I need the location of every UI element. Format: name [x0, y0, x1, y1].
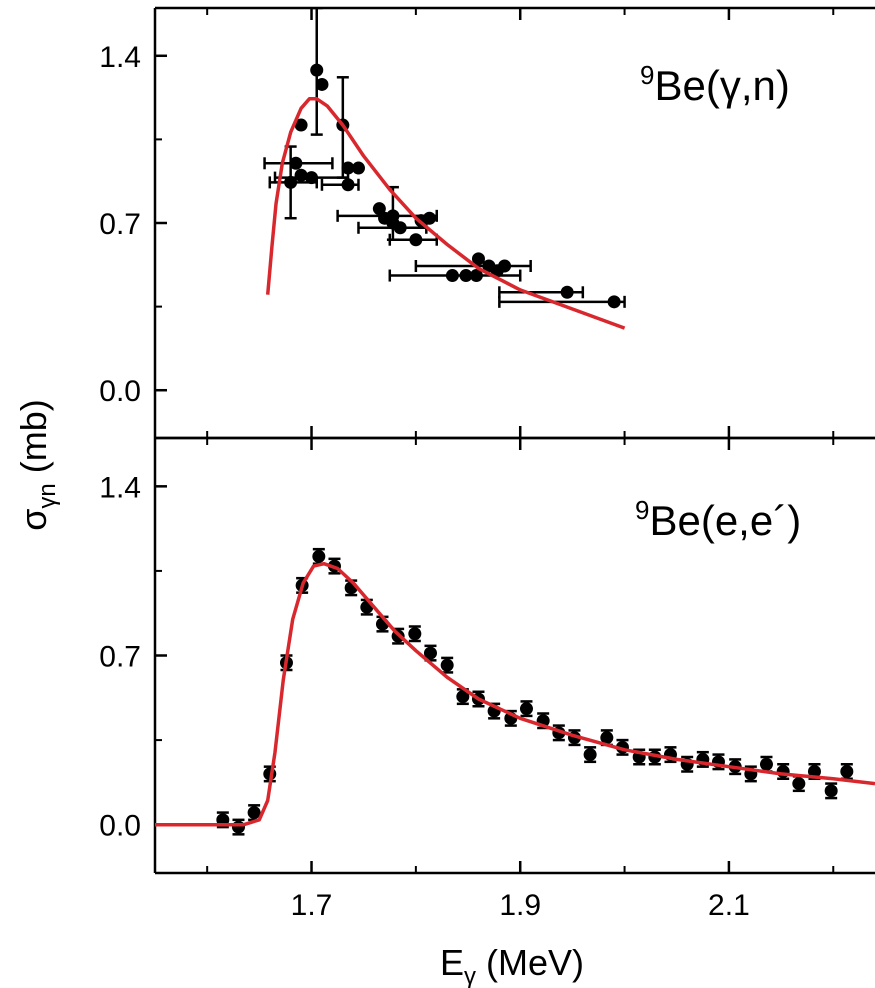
model-curve: [155, 561, 875, 827]
data-point: [471, 252, 485, 266]
data-point: [498, 259, 512, 273]
plot-area: [263, 8, 626, 330]
x-axis-title-main: E: [440, 942, 464, 983]
y-axis-title-rest: (mb): [13, 399, 54, 483]
data-point: [759, 757, 773, 771]
model-curve: [265, 97, 626, 330]
data-point: [583, 748, 597, 762]
data-point: [312, 549, 326, 563]
data-point: [422, 211, 436, 225]
data-point: [305, 171, 319, 185]
y-axis-title-main: σ: [13, 509, 54, 531]
data-point: [294, 118, 308, 132]
x-tick-label: 1.7: [291, 889, 333, 922]
panel-1: 0.0 0.7 1.4 9Be(γ,n): [99, 6, 875, 440]
data-point: [792, 777, 806, 791]
y-axis-title-sub: γn: [34, 483, 61, 508]
panel-label-sup: 9: [640, 60, 654, 90]
y-tick-label: 0.7: [99, 208, 141, 241]
panel-label: 9Be(e,e´): [635, 495, 801, 544]
data-point: [351, 161, 365, 175]
panel-label: 9Be(γ,n): [640, 60, 790, 109]
data-point: [440, 658, 454, 672]
y-tick-label: 1.4: [99, 41, 141, 74]
data-point: [840, 765, 854, 778]
data-point: [310, 63, 324, 77]
y-tick-label: 0.0: [99, 810, 141, 843]
x-axis-title-rest: (MeV): [476, 942, 584, 983]
data-point: [600, 731, 614, 745]
y-tick-label: 0.7: [99, 641, 141, 674]
data-point: [519, 702, 533, 716]
data-point: [289, 156, 303, 170]
x-tick-label: 2.1: [708, 889, 750, 922]
y-tick-label: 1.4: [99, 471, 141, 504]
panel-label-text: Be(γ,n): [654, 62, 789, 109]
data-point: [408, 627, 422, 641]
data-point: [247, 806, 261, 820]
data-point: [341, 161, 355, 175]
data-point: [341, 178, 355, 192]
data-point: [284, 175, 298, 189]
y-axis-title: σγn (mb): [13, 399, 61, 531]
panel-2: 0.0 0.7 1.4 1.7 1.9 2.1 9Be(e,e´): [99, 436, 875, 922]
data-point: [423, 646, 437, 660]
y-tick-label: 0.0: [99, 375, 141, 408]
data-point: [456, 690, 470, 704]
x-axis-title: Eγ (MeV): [440, 942, 584, 988]
data-point: [469, 269, 483, 283]
data-point: [409, 233, 423, 247]
data-point: [231, 820, 245, 834]
data-point: [607, 295, 621, 309]
x-axis-title-sub: γ: [464, 963, 476, 988]
panel-label-text: Be(e,e´): [649, 497, 801, 544]
data-point: [824, 784, 838, 798]
data-point: [315, 77, 329, 91]
data-point: [560, 285, 574, 299]
data-point: [372, 202, 386, 216]
plot-area: [155, 547, 875, 836]
x-tick-label: 1.9: [499, 889, 541, 922]
panel-label-sup: 9: [635, 495, 649, 525]
data-point: [807, 765, 821, 778]
data-point: [393, 221, 407, 235]
